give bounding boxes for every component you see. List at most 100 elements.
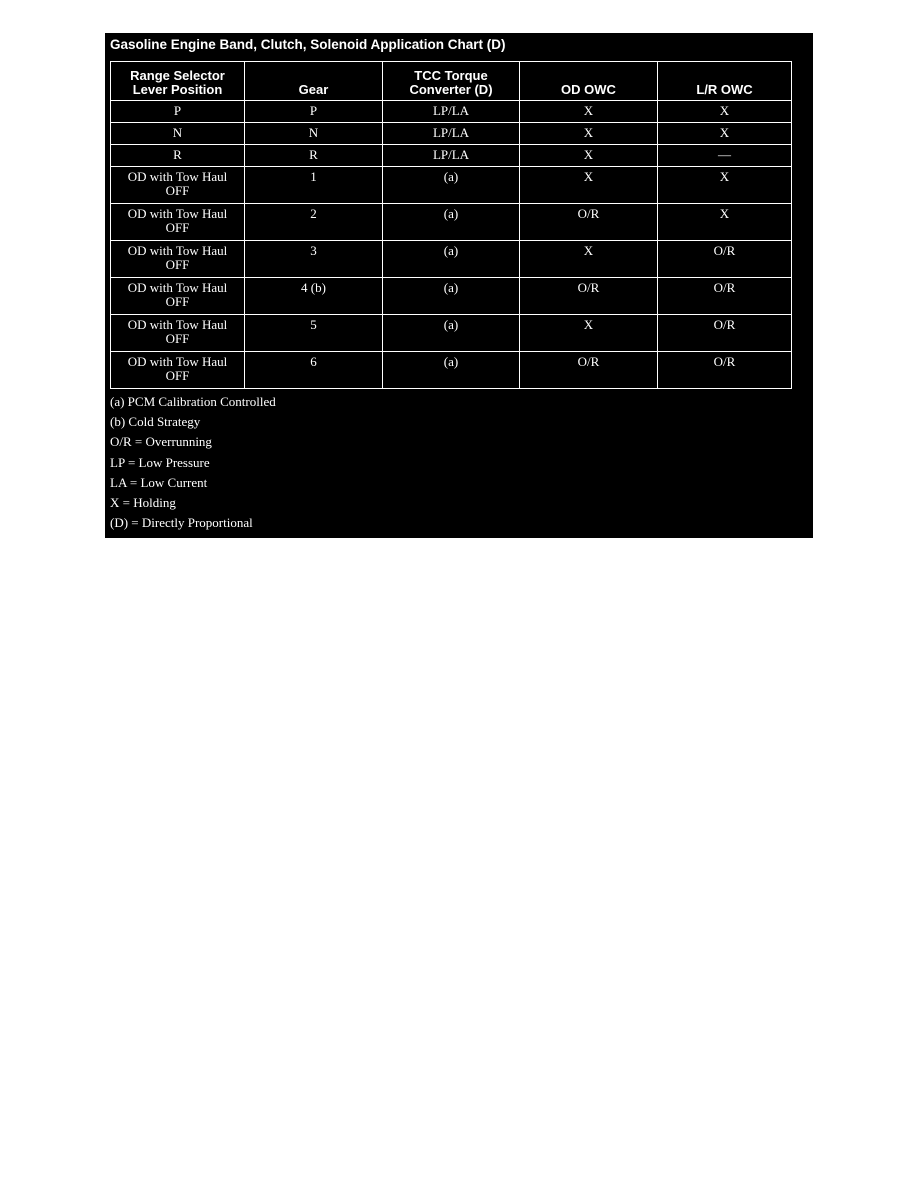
cell-text: LP/LA: [432, 103, 470, 118]
table-cell: R: [110, 144, 245, 167]
note: (D) = Directly Proportional: [110, 515, 253, 531]
cell-text: R: [309, 147, 318, 162]
cell-text: 4 (b): [301, 280, 326, 295]
cell-text: LP/LA: [432, 125, 470, 140]
table-cell: 3: [244, 240, 383, 278]
table-cell: R: [244, 144, 383, 167]
cell-text: (a): [443, 317, 459, 332]
cell-text: P: [309, 103, 318, 118]
cell-text: —: [718, 147, 731, 162]
cell-text: OD with Tow Haul OFF: [127, 354, 228, 383]
table-cell: X: [519, 240, 658, 278]
cell-text: O/R: [577, 206, 600, 221]
cell-text: OD with Tow Haul OFF: [127, 206, 228, 235]
header-text: OD OWC: [561, 82, 616, 97]
table-row: N N LP/LA X X: [110, 122, 792, 145]
table-cell: O/R: [657, 314, 792, 352]
chart-panel: Gasoline Engine Band, Clutch, Solenoid A…: [105, 33, 813, 538]
table-cell: X: [657, 166, 792, 204]
column-header: OD OWC: [519, 61, 658, 101]
table-cell: O/R: [657, 277, 792, 315]
cell-text: (a): [443, 280, 459, 295]
table-cell: LP/LA: [382, 122, 520, 145]
cell-text: N: [172, 125, 183, 140]
header-row: Range Selector Lever Position Gear TCC Tor…: [110, 61, 792, 101]
table-cell: X: [519, 100, 658, 123]
table-cell: X: [657, 122, 792, 145]
note: (a) PCM Calibration Controlled: [110, 394, 276, 409]
header-text: Range Selector Lever Position: [130, 68, 225, 97]
table-cell: LP/LA: [382, 100, 520, 123]
cell-text: O/R: [713, 280, 736, 295]
table-cell: O/R: [519, 203, 658, 241]
table-cell: LP/LA: [382, 144, 520, 167]
cell-text: R: [173, 147, 182, 162]
table-cell: P: [244, 100, 383, 123]
table-cell: (a): [382, 351, 520, 389]
cell-text: X: [583, 317, 594, 332]
table-cell: 2: [244, 203, 383, 241]
table-cell: O/R: [519, 277, 658, 315]
cell-text: O/R: [577, 354, 600, 369]
table-cell: P: [110, 100, 245, 123]
table-cell: (a): [382, 277, 520, 315]
table-cell: OD with Tow Haul OFF: [110, 240, 245, 278]
header-text: Gear: [298, 82, 329, 97]
table-row: OD with Tow Haul OFF 4 (b) (a) O/R O/R: [110, 277, 792, 315]
table-cell: X: [657, 203, 792, 241]
table-row: P P LP/LA X X: [110, 100, 792, 123]
cell-text: X: [719, 125, 730, 140]
table-cell: OD with Tow Haul OFF: [110, 314, 245, 352]
table-cell: OD with Tow Haul OFF: [110, 351, 245, 389]
table-cell: X: [519, 122, 658, 145]
table-cell: 6: [244, 351, 383, 389]
cell-text: OD with Tow Haul OFF: [127, 280, 228, 309]
table-cell: (a): [382, 166, 520, 204]
cell-text: 5: [310, 317, 317, 332]
table-cell: (a): [382, 240, 520, 278]
table-body: P P LP/LA X X N N LP/LA X X R R LP/LA X — OD with Tow H…: [110, 100, 792, 389]
cell-text: X: [719, 103, 730, 118]
cell-text: O/R: [713, 354, 736, 369]
cell-text: LP/LA: [432, 147, 470, 162]
table-cell: X: [519, 314, 658, 352]
table-row: OD with Tow Haul OFF 3 (a) X O/R: [110, 240, 792, 278]
column-header: L/R OWC: [657, 61, 792, 101]
cell-text: OD with Tow Haul OFF: [127, 243, 228, 272]
cell-text: 2: [310, 206, 317, 221]
cell-text: 1: [310, 169, 317, 184]
column-header: TCC Torque Converter (D): [382, 61, 520, 101]
table-cell: 5: [244, 314, 383, 352]
table-row: OD with Tow Haul OFF 1 (a) X X: [110, 166, 792, 204]
table-cell: —: [657, 144, 792, 167]
cell-text: X: [583, 125, 594, 140]
cell-text: OD with Tow Haul OFF: [127, 317, 228, 346]
table-row: OD with Tow Haul OFF 5 (a) X O/R: [110, 314, 792, 352]
table-cell: O/R: [657, 240, 792, 278]
cell-text: X: [719, 169, 730, 184]
table-cell: OD with Tow Haul OFF: [110, 203, 245, 241]
table-cell: 1: [244, 166, 383, 204]
column-header: Gear: [244, 61, 383, 101]
header-text: L/R OWC: [696, 82, 753, 97]
title: Gasoline Engine Band, Clutch, Solenoid A…: [110, 37, 506, 52]
cell-text: X: [583, 103, 594, 118]
column-header: Range Selector Lever Position: [110, 61, 245, 101]
note: O/R = Overrunning: [110, 434, 212, 450]
cell-text: 3: [310, 243, 317, 258]
table-cell: X: [519, 166, 658, 204]
table-cell: 4 (b): [244, 277, 383, 315]
cell-text: N: [308, 125, 319, 140]
cell-text: OD with Tow Haul OFF: [127, 169, 228, 198]
cell-text: X: [583, 243, 594, 258]
table-cell: O/R: [519, 351, 658, 389]
table-cell: OD with Tow Haul OFF: [110, 166, 245, 204]
table-cell: OD with Tow Haul OFF: [110, 277, 245, 315]
cell-text: (a): [443, 243, 459, 258]
cell-text: (a): [443, 354, 459, 369]
note: LP = Low Pressure: [110, 454, 210, 470]
cell-text: O/R: [713, 243, 736, 258]
table-cell: (a): [382, 203, 520, 241]
note: (b) Cold Strategy: [110, 414, 201, 430]
